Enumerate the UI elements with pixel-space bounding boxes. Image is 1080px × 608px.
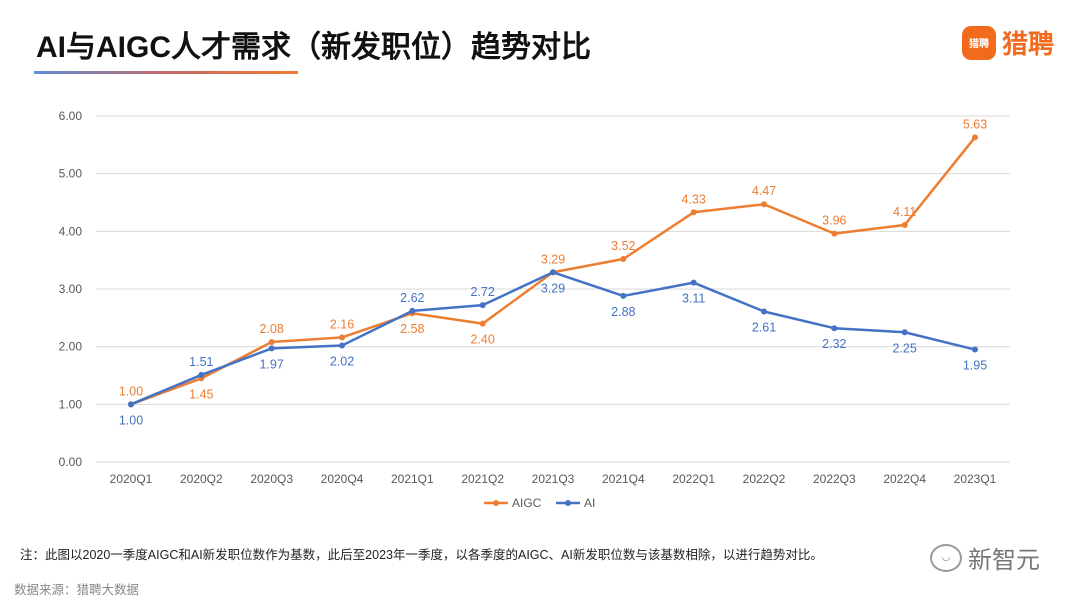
y-tick-label: 4.00: [59, 224, 83, 238]
data-point: [268, 339, 275, 346]
data-label: 4.47: [752, 184, 776, 198]
data-label: 2.16: [330, 317, 354, 331]
y-tick-label: 2.00: [59, 340, 83, 354]
title-underline: [34, 71, 298, 74]
data-point: [479, 320, 486, 327]
data-label: 2.88: [611, 305, 635, 319]
logo-icon-text: 猎聘: [968, 39, 989, 50]
data-label: 3.52: [611, 239, 635, 253]
chart-note: 注：此图以2020一季度AIGC和AI新发职位数作为基数，此后至2023年一季度…: [20, 548, 823, 562]
page-title: AI与AIGC人才需求（新发职位）趋势对比: [36, 31, 591, 64]
data-label: 1.00: [119, 384, 143, 398]
data-point: [761, 201, 767, 208]
data-label: 3.29: [541, 281, 565, 295]
watermark: ◡ 新智元: [930, 540, 1040, 575]
x-tick-label: 2020Q2: [180, 472, 223, 486]
data-source: 数据来源：猎聘大数据: [14, 583, 140, 597]
data-label: 4.11: [893, 205, 916, 219]
watermark-text: 新智元: [968, 547, 1040, 574]
brand-name: 猎聘: [1001, 29, 1054, 59]
data-label: 1.00: [119, 413, 143, 427]
line-chart: 0.00 1.00 2.00 3.00 4.00 5.00 6.00 2020Q1 2020Q2…: [59, 109, 1010, 510]
data-point: [198, 371, 205, 378]
legend-marker: [565, 500, 571, 506]
data-label: 2.32: [822, 337, 846, 351]
data-point: [901, 221, 908, 228]
data-point: [761, 308, 767, 315]
data-label: 1.95: [963, 359, 987, 373]
data-point: [409, 307, 416, 314]
data-point: [901, 329, 908, 336]
legend-marker: [493, 500, 499, 506]
data-point: [268, 345, 275, 352]
wechat-icon: ◡: [930, 543, 962, 572]
x-tick-label: 2021Q2: [461, 472, 504, 486]
data-label: 3.11: [682, 292, 705, 306]
x-tick-label: 2020Q1: [110, 472, 153, 486]
data-point: [550, 269, 556, 276]
x-tick-label: 2022Q4: [883, 472, 926, 486]
x-tick-label: 2021Q1: [391, 472, 434, 486]
x-tick-label: 2021Q4: [602, 472, 645, 486]
data-point: [690, 279, 697, 286]
data-label: 3.96: [822, 214, 846, 228]
liepin-logo-icon: 猎聘: [961, 25, 996, 60]
data-point: [620, 292, 627, 299]
data-point: [339, 334, 345, 341]
data-point: [339, 342, 345, 349]
y-tick-label: 0.00: [59, 455, 83, 469]
y-tick-label: 5.00: [59, 167, 83, 181]
y-tick-label: 3.00: [59, 282, 83, 296]
data-point: [479, 302, 486, 309]
y-tick-label: 1.00: [59, 397, 83, 411]
x-tick-label: 2020Q4: [321, 472, 364, 486]
legend-label: AIGC: [512, 496, 542, 510]
x-tick-label: 2022Q1: [672, 472, 715, 486]
y-tick-label: 6.00: [59, 109, 83, 123]
data-label: 2.62: [400, 291, 424, 305]
x-tick-label: 2022Q3: [813, 472, 856, 486]
legend-label: AI: [584, 496, 595, 510]
data-label: 2.25: [892, 341, 916, 355]
data-point: [972, 134, 978, 141]
data-label: 2.08: [259, 322, 283, 336]
data-label: 2.40: [470, 333, 494, 347]
data-label: 1.51: [189, 355, 213, 369]
data-label: 1.97: [259, 357, 283, 371]
data-point: [690, 209, 697, 216]
data-label: 2.61: [752, 320, 776, 334]
data-label: 1.45: [189, 387, 213, 401]
brand-logo: 猎聘 猎聘: [961, 24, 1054, 61]
x-tick-label: 2023Q1: [954, 472, 997, 486]
data-point: [831, 325, 838, 332]
data-label: 2.02: [330, 355, 354, 369]
data-point: [620, 256, 627, 263]
data-label: 2.72: [470, 285, 494, 299]
data-label: 4.33: [681, 192, 705, 206]
data-point: [128, 401, 134, 408]
x-tick-label: 2020Q3: [250, 472, 293, 486]
data-point: [972, 346, 978, 353]
data-label: 2.58: [400, 322, 424, 336]
data-label: 5.63: [963, 117, 987, 131]
data-point: [831, 230, 838, 237]
x-tick-label: 2021Q3: [532, 472, 575, 486]
data-label: 3.29: [541, 252, 565, 266]
x-tick-label: 2022Q2: [743, 472, 786, 486]
